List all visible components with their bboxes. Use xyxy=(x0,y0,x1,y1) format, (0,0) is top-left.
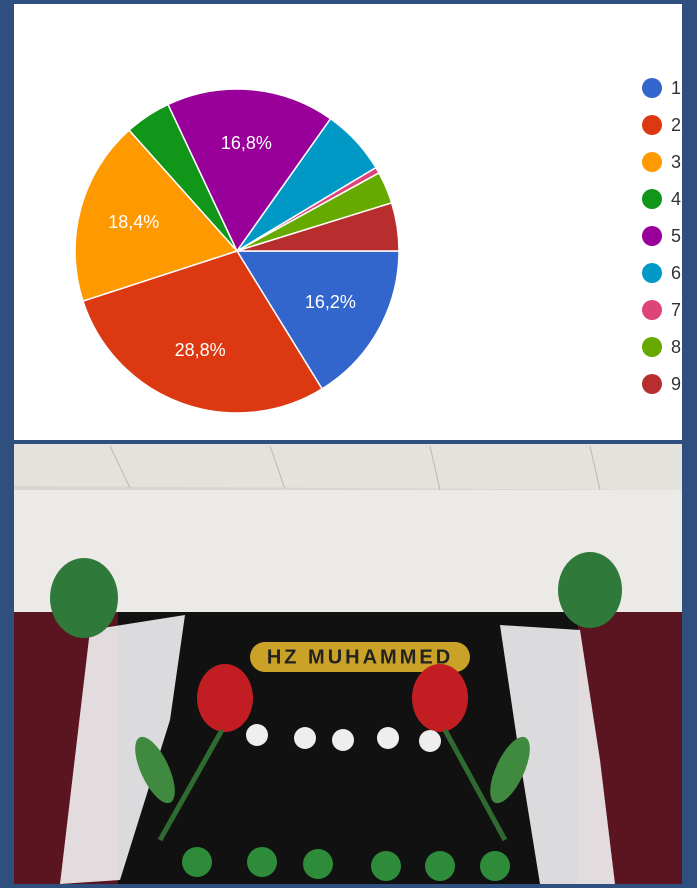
stem xyxy=(157,728,225,842)
legend-label: 6 xyxy=(671,263,681,283)
green-flower xyxy=(371,851,401,881)
banner-text: HZ MUHAMMED xyxy=(267,646,453,668)
legend-label: 5 xyxy=(671,226,681,246)
tile-seam xyxy=(589,445,601,491)
slice-label: 16,2% xyxy=(305,292,356,312)
green-flower xyxy=(182,847,212,877)
legend-label: 7 xyxy=(671,300,681,320)
legend-label: 8 xyxy=(671,337,681,357)
slice-label: 18,4% xyxy=(108,212,159,232)
green-flower xyxy=(480,851,510,881)
balloon-left xyxy=(50,558,118,638)
paper-flower xyxy=(246,724,268,746)
pie-chart: 16,2% 28,8% 18,4% 16,8% 1 2 3 4 5 6 7 8 9 xyxy=(74,78,681,414)
paper-flower xyxy=(377,727,399,749)
legend-label: 1 xyxy=(671,78,681,98)
legend-swatch xyxy=(642,263,662,283)
photo: HZ MUHAMMED xyxy=(14,444,682,884)
tile-seam xyxy=(269,445,286,490)
legend-swatch xyxy=(642,189,662,209)
green-flower xyxy=(303,849,333,879)
tile-seam xyxy=(109,445,131,489)
paper-flower xyxy=(332,729,354,751)
tile-seam xyxy=(429,445,441,491)
legend-swatch xyxy=(642,152,662,172)
curtain-left xyxy=(60,615,185,884)
legend-swatch xyxy=(642,374,662,394)
legend-label: 2 xyxy=(671,115,681,135)
balloon-right xyxy=(558,552,622,628)
slice-label: 28,8% xyxy=(175,340,226,360)
legend-label: 3 xyxy=(671,152,681,172)
legend-swatch xyxy=(642,337,662,357)
pie-slice xyxy=(167,88,332,253)
slice-label: 16,8% xyxy=(221,133,272,153)
legend-swatch xyxy=(642,300,662,320)
legend-swatch xyxy=(642,115,662,135)
curtain-right xyxy=(500,625,615,884)
green-flower xyxy=(425,851,455,881)
legend-label: 9 xyxy=(671,374,681,394)
rose-left xyxy=(197,664,253,732)
legend-swatch xyxy=(642,226,662,246)
banner xyxy=(250,642,470,672)
ceiling-tiles xyxy=(14,444,682,490)
paper-flower xyxy=(294,727,316,749)
legend-label: 4 xyxy=(671,189,681,209)
stem xyxy=(442,728,508,842)
green-flower xyxy=(247,847,277,877)
pie-slice xyxy=(74,129,239,303)
pie-slice xyxy=(236,201,400,252)
legend-swatch xyxy=(642,78,662,98)
leaf xyxy=(135,736,175,804)
pie-slice xyxy=(81,250,324,414)
leaf xyxy=(490,736,530,804)
pie-slice xyxy=(235,250,400,390)
paper-flower xyxy=(419,730,441,752)
rose-right xyxy=(412,664,468,732)
